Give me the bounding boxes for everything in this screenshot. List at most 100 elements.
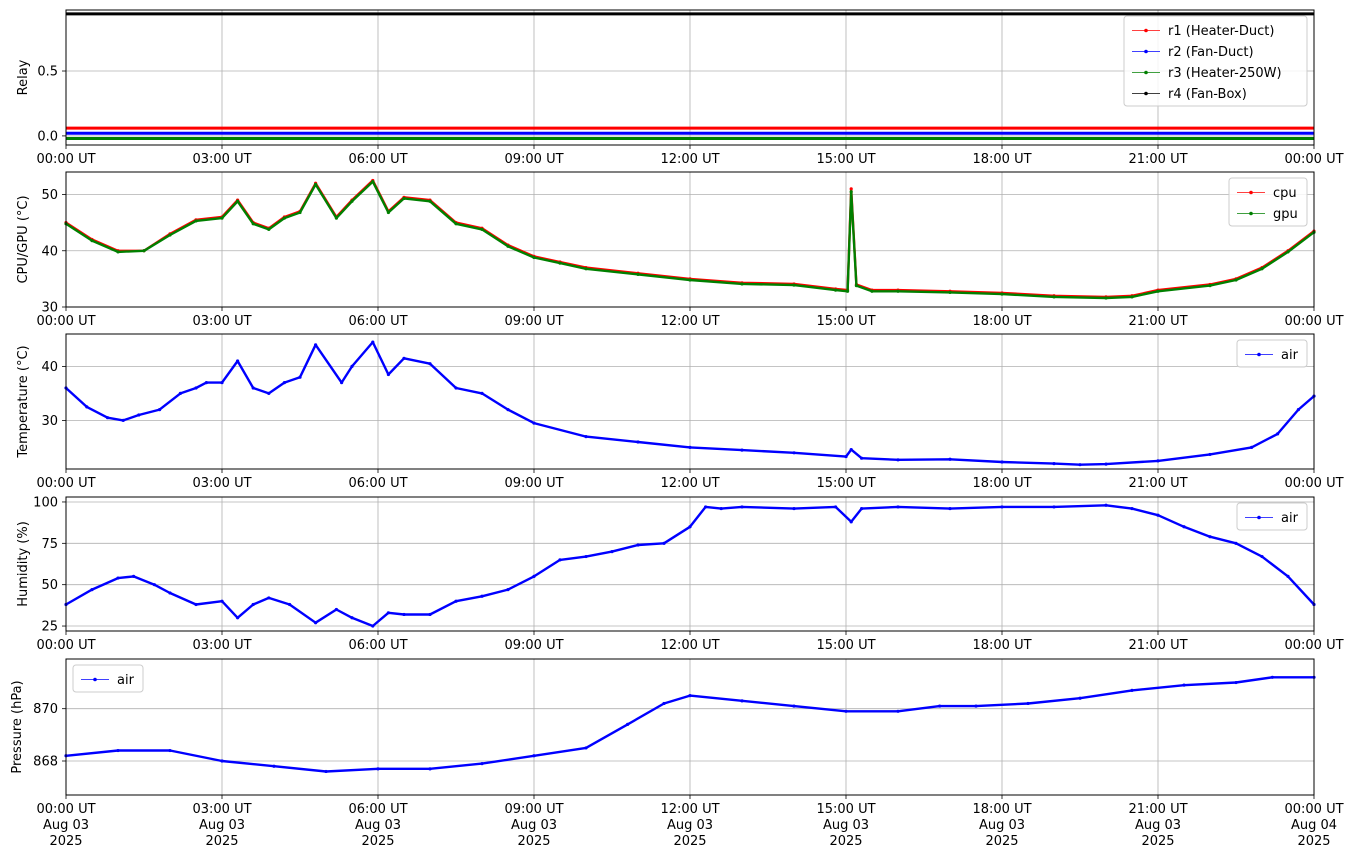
- x-tick-label-line: 03:00 UT: [192, 802, 251, 817]
- data-point: [844, 709, 848, 713]
- data-point: [480, 227, 484, 231]
- data-point: [1104, 296, 1108, 300]
- data-point: [532, 255, 536, 260]
- legend-box: [1236, 339, 1308, 368]
- data-point: [896, 505, 900, 509]
- data-point: [849, 190, 853, 194]
- data-point: [792, 283, 796, 287]
- data-point: [194, 219, 198, 223]
- x-tick-label-line: 12:00 UT: [660, 802, 719, 817]
- axes-frame: [65, 496, 1315, 632]
- x-tick-label: 18:00 UT: [972, 476, 1031, 491]
- legend-marker: [1257, 352, 1261, 357]
- data-point: [1286, 250, 1290, 254]
- x-tick-label: 21:00 UT: [1128, 638, 1187, 653]
- data-point: [584, 554, 588, 559]
- x-tick-label: 00:00 UT Aug 03 2025: [36, 802, 95, 849]
- data-point: [314, 182, 318, 186]
- data-point: [849, 187, 853, 191]
- data-point: [792, 704, 796, 708]
- data-point: [688, 445, 692, 449]
- x-tick-label: 00:00 UT: [36, 476, 95, 491]
- data-point: [740, 282, 744, 286]
- x-tick-label-line: 2025: [1297, 834, 1330, 849]
- data-point: [298, 375, 302, 379]
- legend-label: air: [1281, 511, 1299, 526]
- data-point: [854, 284, 859, 288]
- x-tick-label: 06:00 UT: [348, 476, 407, 491]
- data-point: [584, 267, 588, 271]
- data-point: [314, 343, 318, 347]
- x-tick-label-line: 2025: [829, 834, 862, 849]
- legend-marker: [1249, 211, 1253, 216]
- x-tick-label: 21:00 UT: [1128, 152, 1187, 167]
- legend-box: [72, 664, 144, 693]
- data-point: [132, 574, 136, 579]
- x-tick-label: 18:00 UT: [972, 314, 1031, 329]
- data-point: [324, 769, 328, 774]
- data-point: [1182, 525, 1186, 529]
- data-point: [121, 418, 125, 422]
- data-point: [480, 762, 484, 766]
- data-point: [168, 748, 172, 753]
- x-tick-label-line: 18:00 UT: [972, 802, 1031, 817]
- data-point: [1156, 289, 1160, 293]
- legend-box: [1236, 502, 1308, 531]
- data-point: [1130, 688, 1134, 692]
- data-point: [90, 588, 94, 592]
- data-point: [844, 454, 848, 459]
- y-axis-label: Pressure (hPa): [10, 680, 25, 773]
- x-tick-label-line: Aug 04: [1291, 818, 1337, 833]
- y-tick-label: 0.5: [37, 65, 58, 80]
- data-point: [480, 391, 484, 395]
- panel-0: 00:00 UT 03:00 UT 06:00 UT 09:00 UT 12:00 UT…: [16, 9, 1344, 167]
- x-tick-label-line: Aug 03: [511, 818, 557, 833]
- data-point: [236, 359, 240, 363]
- data-point: [938, 704, 942, 708]
- legend-marker: [1144, 91, 1148, 96]
- data-point: [636, 543, 640, 547]
- data-point: [454, 386, 458, 390]
- data-point: [1234, 278, 1238, 282]
- data-point: [371, 179, 375, 184]
- x-tick-label: 12:00 UT Aug 03 2025: [660, 802, 719, 849]
- x-tick-label-line: Aug 03: [1135, 818, 1181, 833]
- legend: r1 (Heater-Duct) r2 (Fan-Duct) r3 (Heater-…: [1123, 15, 1308, 107]
- legend-marker: [1144, 49, 1148, 54]
- data-point: [1234, 541, 1238, 545]
- x-tick-label: 03:00 UT: [192, 314, 251, 329]
- x-tick-label: 15:00 UT: [816, 476, 875, 491]
- x-tick-label: 03:00 UT: [192, 152, 251, 167]
- data-point: [1026, 701, 1030, 706]
- data-point: [350, 616, 354, 620]
- data-point: [454, 222, 458, 226]
- data-point: [282, 381, 286, 385]
- y-tick-label: 50: [41, 188, 58, 203]
- x-tick-label-line: 09:00 UT: [504, 802, 563, 817]
- x-tick-label: 06:00 UT: [348, 314, 407, 329]
- data-point: [142, 249, 146, 253]
- data-point: [251, 602, 255, 607]
- data-point: [236, 199, 240, 203]
- x-tick-label: 00:00 UT: [1284, 476, 1343, 491]
- x-tick-label: 18:00 UT Aug 03 2025: [972, 802, 1031, 849]
- y-tick-label: 100: [33, 495, 58, 510]
- legend-label: air: [1281, 348, 1299, 363]
- data-point: [1208, 284, 1212, 288]
- data-point: [350, 364, 354, 368]
- data-point: [90, 239, 94, 243]
- data-point: [251, 386, 255, 390]
- data-point: [267, 391, 271, 395]
- legend: air: [1236, 502, 1308, 531]
- data-point: [1296, 408, 1300, 412]
- data-point: [792, 451, 796, 455]
- data-point: [1156, 459, 1160, 463]
- data-point: [688, 694, 692, 698]
- data-point: [1078, 463, 1082, 467]
- x-tick-label: 03:00 UT Aug 03 2025: [192, 802, 251, 849]
- data-point: [85, 405, 89, 409]
- data-point: [860, 506, 864, 511]
- data-point: [428, 612, 432, 617]
- x-tick-label: 18:00 UT: [972, 152, 1031, 167]
